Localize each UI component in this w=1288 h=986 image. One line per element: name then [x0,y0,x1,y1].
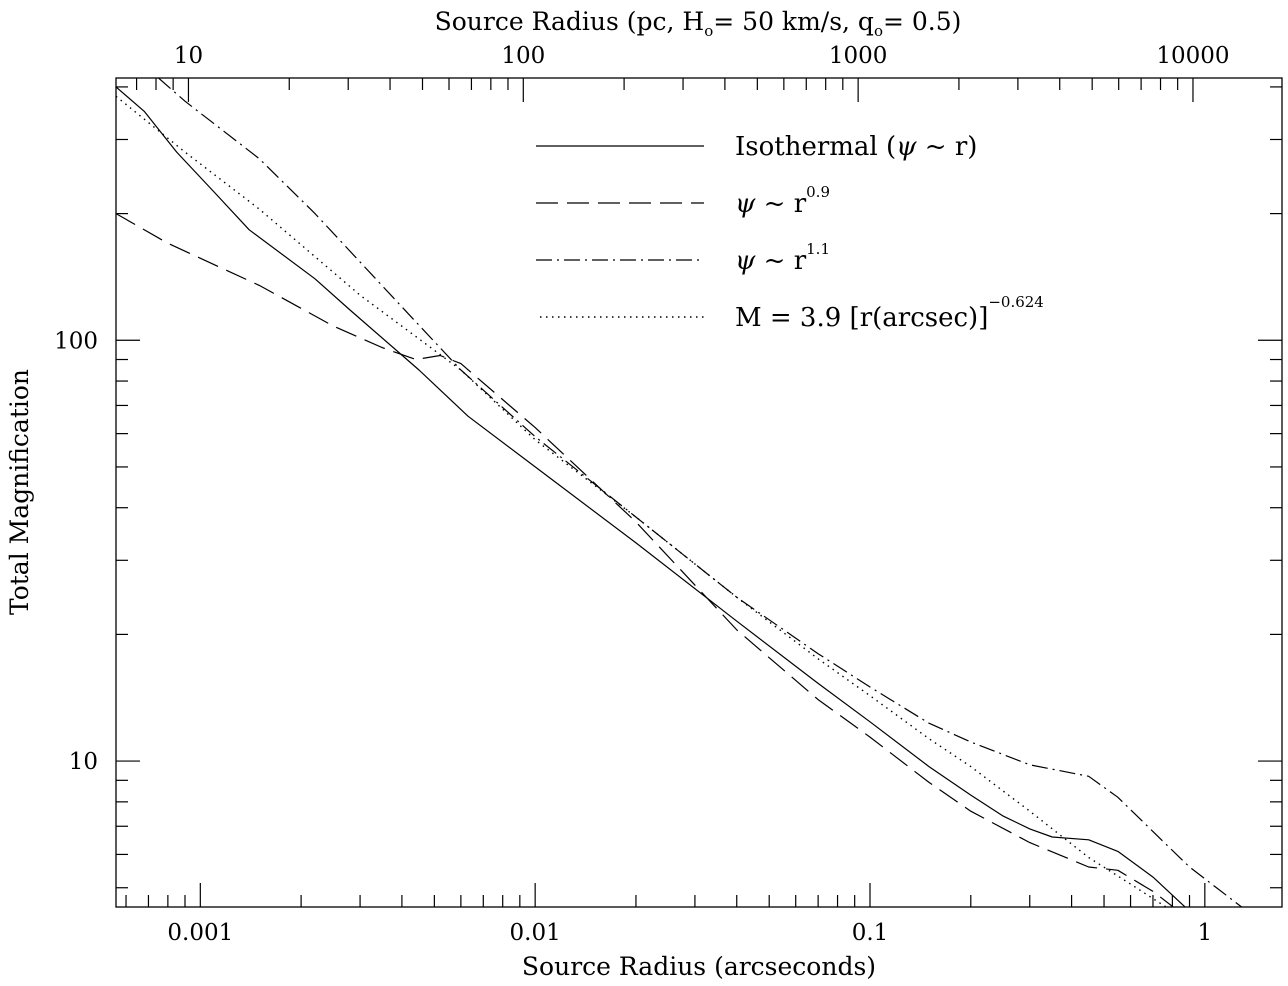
series-line-3 [116,95,1168,907]
axis-tick-labels: 0.001 0.01 0.1 1 10 100 1000 10000 10 100 [54,43,1229,946]
x-axis-title: Source Radius (arcseconds) [522,952,876,981]
legend-entry-r11: ψ ~ r1.1 [536,240,830,276]
top-axis-title: Source Radius (pc, Ho= 50 km/s, qo= 0.5) [435,7,962,40]
legend: Isothermal (ψ ~ r) ψ ~ r0.9 ψ ~ r1.1 M =… [536,132,1044,333]
top-x-tick-label: 10 [174,43,203,69]
top-x-tick-label: 1000 [829,43,888,69]
series-line-2 [158,78,1243,907]
x-tick-label: 0.1 [852,920,889,946]
legend-label-r11: ψ ~ r1.1 [735,240,830,276]
legend-label-powerlaw-fit: M = 3.9 [r(arcsec)]−0.624 [735,293,1044,333]
y-tick-label: 10 [69,749,98,775]
legend-label-isothermal: Isothermal (ψ ~ r) [735,132,977,162]
legend-label-r09: ψ ~ r0.9 [735,183,830,219]
axis-ticks [116,78,1282,907]
series-lines [116,78,1243,907]
x-tick-label: 0.01 [510,920,561,946]
y-axis-title: Total Magnification [5,369,34,615]
y-tick-label: 100 [54,328,98,354]
top-x-tick-label: 100 [501,43,545,69]
series-line-1 [116,213,1175,907]
legend-entry-isothermal: Isothermal (ψ ~ r) [536,132,977,162]
legend-entry-r09: ψ ~ r0.9 [536,183,830,219]
legend-entry-powerlaw-fit: M = 3.9 [r(arcsec)]−0.624 [540,293,1044,333]
plot-frame [115,77,1283,908]
x-tick-label: 1 [1198,920,1213,946]
top-x-tick-label: 10000 [1156,43,1229,69]
x-tick-label: 0.001 [167,920,233,946]
series-line-0 [116,86,1186,907]
